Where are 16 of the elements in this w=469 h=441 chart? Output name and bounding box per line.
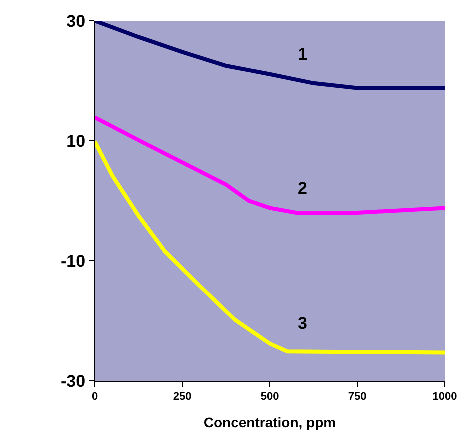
x-tick-label: 0 [92,391,98,404]
line-series [95,140,445,355]
line-series [95,21,445,90]
y-tick-label: 30 [66,12,86,31]
series-label: 3 [298,314,308,333]
x-tick-label: 500 [260,391,280,404]
series-label: 2 [298,179,308,198]
x-tick-label: 750 [348,391,367,404]
x-axis-title: Concentration, ppm [204,414,336,430]
y-tick-label: -30 [61,372,86,391]
x-tick-label: 1000 [432,391,458,404]
series-label: 1 [298,45,308,64]
y-tick-label: 10 [66,132,86,151]
line-series [95,116,445,215]
y-tick-label: -10 [61,252,86,271]
x-tick-label: 250 [173,391,192,404]
